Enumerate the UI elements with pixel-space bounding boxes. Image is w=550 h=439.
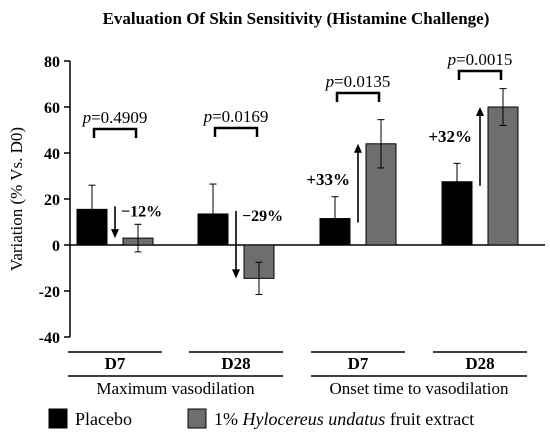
change-arrow-head [354,143,362,153]
category-label: D7 [348,354,369,373]
p-value-label: p=0.0015 [447,50,513,69]
chart-title: Evaluation Of Skin Sensitivity (Histamin… [103,9,490,28]
y-tick-label: -20 [39,284,60,301]
y-tick-label: 20 [44,192,60,209]
category-label: D28 [465,354,494,373]
p-value-label: p=0.0169 [203,107,269,126]
legend-label-placebo: Placebo [75,409,132,429]
group-label: Onset time to vasodilation [330,379,509,398]
change-arrow-head [111,229,119,239]
change-label: −12% [121,203,162,220]
p-value-label: p=0.0135 [325,72,391,91]
group-label: Maximum vasodilation [96,379,255,398]
significance-bracket [92,127,138,138]
category-label: D7 [105,354,126,373]
change-label: +33% [306,170,350,189]
significance-bracket [335,91,381,102]
legend: Placebo 1% Hylocereus undatus fruit extra… [48,408,474,429]
change-arrow-head [232,269,240,279]
significance-bracket [457,69,503,80]
legend-swatch-placebo [48,408,68,429]
bars [76,88,519,295]
change-arrow-head [476,107,484,116]
y-tick-label: -40 [39,330,60,347]
y-tick-label: 80 [44,54,60,71]
y-tick-label: 40 [44,146,60,163]
axes: -40 -20 0 20 40 60 80 [39,54,545,347]
category-label: D28 [221,354,250,373]
y-tick-label: 60 [44,100,60,117]
change-label: −29% [242,208,283,225]
p-value-label: p=0.4909 [82,108,148,127]
annotations: p=0.4909 −12% p=0.0169 −29% p=0.0135 +33% p=0.… [82,50,513,279]
x-axis-labels: D7 D28 Maximum vasodilation D7 D28 Onset time… [68,351,527,398]
change-label: +32% [428,127,472,146]
y-axis-label: Variation (% Vs. D0) [7,127,26,271]
bar [487,106,519,246]
y-tick-label: 0 [52,238,60,255]
significance-bracket [213,126,259,137]
legend-label-extract: 1% Hylocereus undatus fruit extract [214,409,474,429]
legend-swatch-extract [187,408,207,429]
